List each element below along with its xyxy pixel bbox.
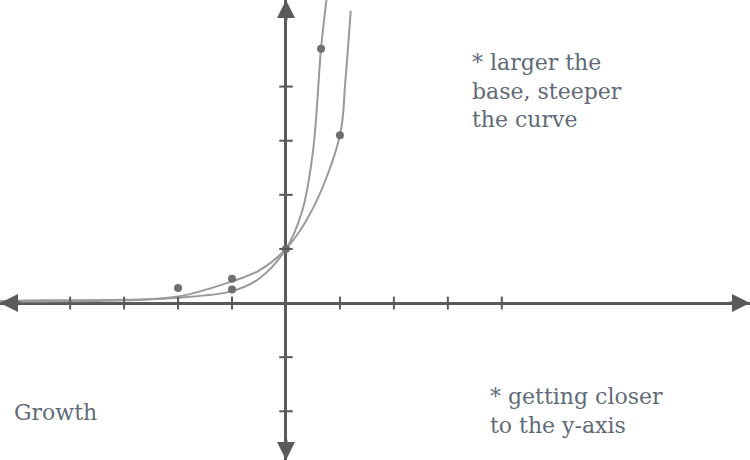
svg-text:* getting closerto the y-axis: * getting closerto the y-axis bbox=[490, 384, 663, 438]
svg-text:Growth: Growth bbox=[14, 400, 97, 425]
svg-text:* larger thebase, steeperthe c: * larger thebase, steeperthe curve bbox=[472, 50, 622, 132]
